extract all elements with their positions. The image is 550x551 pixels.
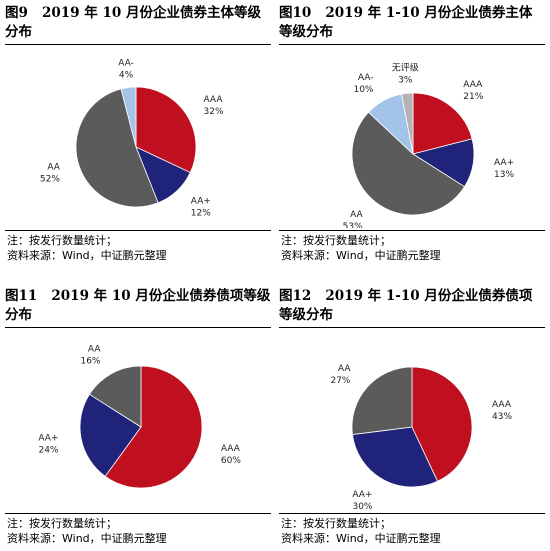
source-line: 资料来源：Wind，中证鹏元整理: [281, 249, 441, 262]
pie-slice-aa-plus: [79, 393, 142, 477]
pie-chart-area: AAA 60% AA+ 24% AA 16%: [5, 329, 271, 511]
pie-chart-area: AAA 43% AA+ 30% AA 27%: [279, 329, 545, 511]
source-line: 资料来源：Wind，中证鹏元整理: [281, 532, 441, 545]
source-line: 资料来源：Wind，中证鹏元整理: [7, 532, 167, 545]
pie-chart: AAA 60% AA+ 24% AA 16%: [38, 344, 241, 489]
pie-chart-area: AAA 21% AA+ 13% AA 53% AA- 10% 无评级 3%: [279, 46, 545, 228]
slice-percent-aaa: 21%: [463, 92, 483, 102]
slice-label-aaa: AAA: [492, 400, 512, 410]
pie-slice-aaa: [104, 365, 203, 489]
chart-title: 图10 2019 年 1-10 月份企业债券主体等级分布: [279, 5, 533, 40]
slice-label-aaa: AAA: [221, 444, 241, 454]
slice-label-aa-plus: AA+: [494, 158, 514, 168]
notes-rule: [279, 513, 545, 514]
chart-panel-3: 图11 2019 年 10 月份企业债券债项等级分布 AAA 60% AA+ 24% A…: [5, 283, 271, 545]
pie-chart-area: AAA 32% AA+ 12% AA 52% AA- 4%: [5, 46, 271, 228]
chart-panel-4: 图12 2019 年 1-10 月份企业债券债项等级分布 AAA 43% AA+ 30…: [279, 283, 545, 545]
slice-percent-aaa: 60%: [221, 456, 241, 466]
title-rule: [5, 327, 271, 328]
slice-percent-aa-minus: 10%: [353, 85, 373, 95]
chart-panel-2: 图10 2019 年 1-10 月份企业债券主体等级分布 AAA 21% AA+ 13…: [279, 0, 545, 262]
slice-label-aaa: AAA: [463, 80, 483, 90]
pie-slice-aa: [351, 111, 466, 216]
note-line: 注：按发行数量统计；: [281, 234, 391, 247]
slice-percent-aa-plus: 30%: [352, 502, 372, 511]
chart-panel-1: 图9 2019 年 10 月份企业债券主体等级分布 AAA 32% AA+ 12% AA…: [5, 0, 271, 262]
slice-label-aa-plus: AA+: [38, 434, 58, 444]
slice-label-unrated: 无评级: [392, 61, 419, 73]
title-rule: [279, 327, 545, 328]
title-rule: [279, 44, 545, 45]
slice-percent-aa: 27%: [330, 376, 350, 386]
notes-rule: [279, 230, 545, 231]
chart-notes: 注：按发行数量统计； 资料来源：Wind，中证鹏元整理: [7, 516, 167, 546]
note-line: 注：按发行数量统计；: [7, 517, 117, 530]
pie-chart: AAA 21% AA+ 13% AA 53% AA- 10% 无评级 3%: [343, 61, 515, 228]
note-line: 注：按发行数量统计；: [281, 517, 391, 530]
pie-slice-aa-plus: [352, 426, 439, 488]
pie-chart: AAA 43% AA+ 30% AA 27%: [330, 364, 512, 511]
slice-percent-aa-minus: 4%: [119, 71, 134, 81]
pie-chart: AAA 32% AA+ 12% AA 52% AA- 4%: [40, 59, 224, 219]
chart-notes: 注：按发行数量统计； 资料来源：Wind，中证鹏元整理: [281, 233, 441, 263]
notes-rule: [5, 230, 271, 231]
slice-percent-aa-plus: 12%: [191, 208, 211, 218]
title-rule: [5, 44, 271, 45]
slice-label-aaa: AAA: [204, 95, 224, 105]
slice-label-aa: AA: [350, 210, 363, 220]
slice-percent-aa: 52%: [40, 175, 60, 185]
slice-percent-aa: 16%: [80, 356, 100, 366]
chart-notes: 注：按发行数量统计； 资料来源：Wind，中证鹏元整理: [281, 516, 441, 546]
pie-slice-aaa: [411, 366, 473, 482]
slice-label-aa-minus: AA-: [358, 73, 374, 83]
chart-title: 图9 2019 年 10 月份企业债券主体等级分布: [5, 5, 261, 40]
pie-slice-aaa: [412, 92, 473, 155]
slice-label-aa: AA: [338, 364, 351, 374]
slice-label-aa-plus: AA+: [352, 490, 372, 500]
slice-percent-aa: 53%: [343, 222, 363, 228]
chart-title: 图12 2019 年 1-10 月份企业债券债项等级分布: [279, 288, 533, 323]
source-line: 资料来源：Wind，中证鹏元整理: [7, 249, 167, 262]
slice-percent-aa-plus: 24%: [38, 446, 58, 456]
slice-percent-aa-plus: 13%: [494, 170, 514, 180]
chart-title: 图11 2019 年 10 月份企业债券债项等级分布: [5, 288, 271, 323]
pie-slice-unrated: [401, 92, 414, 155]
pie-slice-aa: [75, 88, 159, 208]
slice-label-aa-plus: AA+: [191, 196, 211, 206]
slice-percent-aaa: 43%: [492, 412, 512, 422]
chart-notes: 注：按发行数量统计； 资料来源：Wind，中证鹏元整理: [7, 233, 167, 263]
slice-percent-aaa: 32%: [204, 107, 224, 117]
pie-slice-aa: [88, 365, 142, 428]
note-line: 注：按发行数量统计；: [7, 234, 117, 247]
pie-slice-aa: [351, 366, 413, 435]
slice-percent-unrated: 3%: [398, 75, 413, 85]
notes-rule: [5, 513, 271, 514]
slice-label-aa: AA: [88, 344, 101, 354]
pie-slice-aaa: [135, 86, 197, 174]
slice-label-aa: AA: [47, 163, 60, 173]
slice-label-aa-minus: AA-: [118, 59, 134, 69]
pie-slice-aa-minus: [120, 86, 137, 148]
